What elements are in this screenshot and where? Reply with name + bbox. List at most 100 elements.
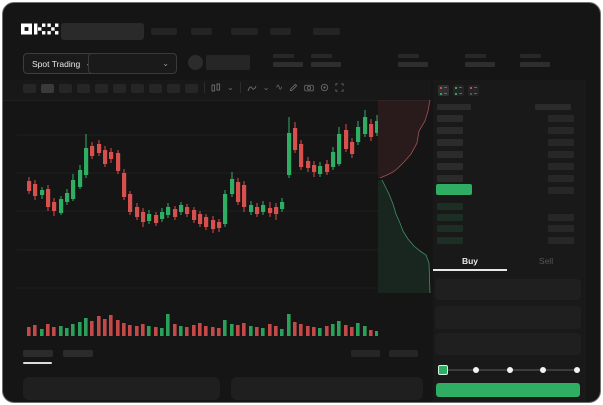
chart-toolbar: ⌄ ⌄ ∿: [3, 80, 431, 101]
ask-price-row[interactable]: [437, 151, 463, 158]
volume-bar: [135, 326, 139, 336]
candle-body: [192, 210, 197, 220]
book-both-icon[interactable]: [438, 85, 449, 96]
candle-body: [198, 214, 203, 224]
volume-bar: [325, 326, 329, 336]
candle-body: [33, 184, 38, 196]
volume-bar: [261, 328, 265, 336]
timeframe-button-7[interactable]: [131, 84, 144, 93]
slider-tick-1[interactable]: [472, 366, 479, 373]
ask-price-row[interactable]: [437, 175, 463, 182]
last-price-bar[interactable]: [436, 184, 472, 195]
slider-tick-4[interactable]: [574, 366, 580, 373]
buy-cta-button[interactable]: [436, 383, 580, 397]
order-field-1[interactable]: [435, 279, 581, 300]
orderbook-header-price: [437, 104, 471, 110]
active-tab-underline: [433, 269, 507, 271]
slider-tick-2[interactable]: [506, 366, 513, 373]
depth-bids-line: [381, 179, 431, 294]
candle-body: [128, 194, 133, 212]
candle-body: [230, 179, 235, 194]
tab-buy[interactable]: Buy: [461, 256, 479, 266]
volume-bar: [52, 327, 56, 336]
trading-pair-selector[interactable]: ⌄: [88, 53, 177, 74]
bottom-tab-1[interactable]: [23, 350, 53, 357]
book-bids-icon[interactable]: [453, 85, 464, 96]
bid-price-row[interactable]: [437, 237, 463, 244]
candle-body: [59, 199, 64, 213]
search-input[interactable]: [61, 23, 144, 40]
volume-bar: [280, 329, 284, 336]
nav-item-4[interactable]: [270, 28, 291, 35]
draw-icon[interactable]: [289, 83, 298, 92]
nav-item-1[interactable]: [151, 28, 177, 35]
volume-bar: [249, 326, 253, 336]
timeframe-button-8[interactable]: [149, 84, 162, 93]
bid-price-row[interactable]: [437, 225, 463, 232]
timeframe-button-5[interactable]: [95, 84, 108, 93]
volume-bar: [65, 328, 69, 336]
bottom-action-1[interactable]: [351, 350, 380, 357]
timeframe-button-9[interactable]: [167, 84, 180, 93]
book-asks-icon[interactable]: [468, 85, 479, 96]
volume-bar: [185, 327, 189, 336]
nav-item-2[interactable]: [191, 28, 212, 35]
candle-type-icon[interactable]: [211, 83, 221, 93]
volume-bar: [375, 331, 378, 336]
timeframe-button-3[interactable]: [59, 84, 72, 93]
volume-bar: [369, 330, 373, 336]
okx-logo[interactable]: [21, 23, 59, 39]
ask-amount: [548, 163, 574, 170]
timeframe-button-1[interactable]: [23, 84, 36, 93]
depth-chart[interactable]: [378, 99, 432, 295]
candle-body: [116, 153, 121, 171]
nav-item-5[interactable]: [313, 28, 340, 35]
ask-price-row[interactable]: [437, 127, 463, 134]
amount-slider[interactable]: [438, 364, 580, 376]
bottom-tab-2[interactable]: [63, 350, 93, 357]
slider-tick-3[interactable]: [540, 366, 547, 373]
market-type-label: Spot Trading: [32, 58, 81, 69]
timeframe-button-4[interactable]: [77, 84, 90, 93]
bottom-action-2[interactable]: [389, 350, 418, 357]
fullscreen-icon[interactable]: [335, 83, 344, 92]
candle-body: [154, 215, 159, 223]
volume-bar: [40, 329, 44, 336]
volume-bar: [363, 326, 367, 336]
timeframe-button-2[interactable]: [41, 84, 54, 93]
nav-item-3[interactable]: [231, 28, 258, 35]
indicator-icon[interactable]: [247, 83, 257, 93]
camera-icon[interactable]: [304, 83, 314, 92]
candle-body: [135, 207, 140, 217]
volume-bar: [160, 328, 164, 336]
ask-price-row[interactable]: [437, 115, 463, 122]
bid-price-row[interactable]: [437, 214, 463, 221]
timeframe-button-6[interactable]: [113, 84, 126, 93]
settings-icon[interactable]: [320, 83, 329, 92]
candle-body: [255, 207, 260, 214]
volume-bar: [141, 324, 145, 336]
candle-body: [179, 205, 184, 212]
ask-price-row[interactable]: [437, 139, 463, 146]
order-field-3[interactable]: [435, 333, 581, 355]
chevron-down-icon[interactable]: ⌄: [262, 83, 270, 92]
tab-sell[interactable]: Sell: [538, 256, 554, 266]
candle-body: [375, 121, 378, 133]
depth-bids-area: [378, 180, 430, 293]
bid-price-row[interactable]: [437, 203, 463, 210]
chevron-down-icon[interactable]: ⌄: [227, 83, 234, 92]
ask-price-row[interactable]: [437, 163, 463, 170]
candle-body: [236, 182, 241, 202]
candle-body: [306, 161, 311, 168]
slider-handle[interactable]: [438, 364, 448, 375]
order-field-2[interactable]: [435, 306, 581, 329]
candlestick-chart[interactable]: [17, 100, 378, 348]
line-tool-icon[interactable]: ∿: [275, 82, 283, 92]
ticker-stat-low: [398, 54, 432, 70]
timeframe-button-10[interactable]: [185, 84, 198, 93]
candle-body: [65, 193, 70, 202]
candle-body: [27, 181, 32, 191]
candle-body: [223, 194, 228, 224]
candle-body: [204, 217, 209, 227]
